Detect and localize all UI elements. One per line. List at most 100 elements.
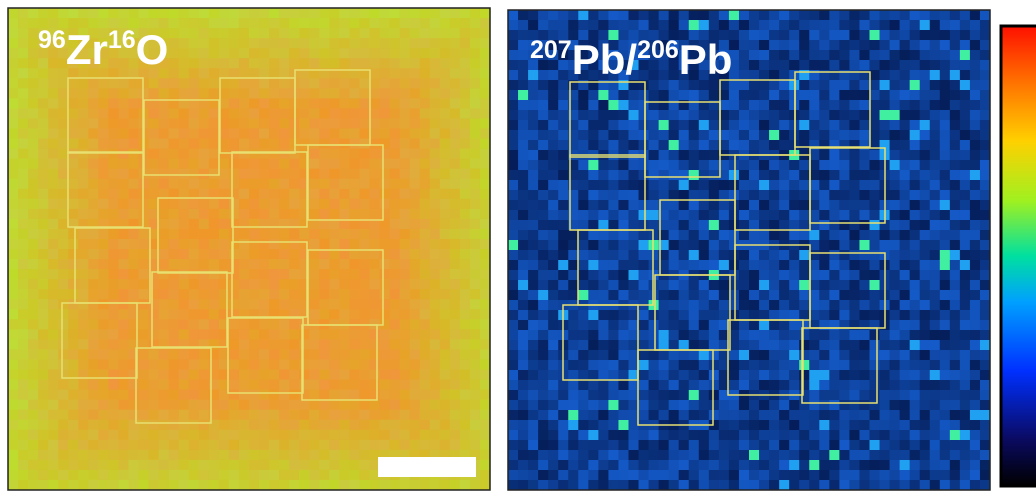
- pixel: [28, 169, 39, 180]
- pixel: [28, 390, 39, 401]
- pixel: [568, 290, 579, 301]
- pixel: [18, 118, 29, 129]
- pixel: [380, 199, 391, 210]
- pixel: [940, 280, 951, 291]
- pixel: [279, 169, 290, 180]
- pixel: [849, 30, 860, 41]
- pixel: [38, 259, 49, 270]
- pixel: [588, 420, 599, 431]
- pixel: [568, 260, 579, 271]
- pixel: [410, 18, 421, 29]
- pixel: [558, 190, 569, 201]
- pixel: [578, 440, 589, 451]
- pixel: [689, 430, 700, 441]
- pixel: [189, 309, 200, 320]
- pixel: [970, 250, 981, 261]
- pixel: [578, 480, 589, 491]
- pixel: [420, 339, 431, 350]
- pixel: [118, 440, 129, 451]
- pixel: [920, 100, 931, 111]
- pixel: [349, 48, 360, 59]
- pixel: [450, 209, 461, 220]
- pixel: [950, 60, 961, 71]
- pixel: [349, 169, 360, 180]
- pixel: [930, 120, 941, 131]
- pixel: [78, 199, 89, 210]
- pixel: [709, 20, 720, 31]
- pixel: [839, 260, 850, 271]
- pixel: [920, 300, 931, 311]
- pixel: [279, 48, 290, 59]
- pixel: [940, 90, 951, 101]
- pixel: [689, 310, 700, 321]
- pixel: [199, 48, 210, 59]
- panel-label: 96Zr16O: [38, 28, 168, 71]
- pixel: [578, 220, 589, 231]
- pixel: [538, 90, 549, 101]
- pixel: [940, 400, 951, 411]
- pixel: [779, 270, 790, 281]
- pixel: [38, 229, 49, 240]
- pixel: [289, 420, 300, 431]
- pixel: [558, 390, 569, 401]
- pixel: [588, 210, 599, 221]
- pixel: [809, 160, 820, 171]
- pixel: [940, 440, 951, 451]
- pixel: [809, 80, 820, 91]
- pixel: [460, 209, 471, 220]
- pixel: [839, 30, 850, 41]
- pixel: [518, 480, 529, 491]
- pixel: [930, 210, 941, 221]
- pixel: [199, 239, 210, 250]
- pixel: [739, 60, 750, 71]
- pixel: [199, 58, 210, 69]
- pixel: [249, 380, 260, 391]
- pixel: [649, 350, 660, 361]
- pixel: [38, 339, 49, 350]
- pixel: [639, 200, 650, 211]
- pixel: [98, 289, 109, 300]
- pixel: [249, 299, 260, 310]
- pixel: [799, 190, 810, 201]
- pixel: [759, 460, 770, 471]
- pixel: [649, 230, 660, 241]
- pixel: [518, 320, 529, 331]
- pixel: [940, 10, 951, 21]
- pixel: [450, 18, 461, 29]
- pixel: [679, 210, 690, 221]
- pixel: [518, 200, 529, 211]
- pixel: [719, 430, 730, 441]
- pixel: [980, 260, 991, 271]
- pixel: [410, 410, 421, 421]
- pixel: [588, 160, 599, 171]
- pixel: [279, 88, 290, 99]
- pixel: [279, 209, 290, 220]
- pixel: [68, 420, 79, 431]
- pixel: [829, 120, 840, 131]
- pixel: [910, 20, 921, 31]
- pixel: [890, 60, 901, 71]
- pixel: [480, 289, 491, 300]
- pixel: [538, 320, 549, 331]
- pixel: [548, 370, 559, 381]
- pixel: [159, 410, 170, 421]
- pixel: [779, 190, 790, 201]
- pixel: [229, 339, 240, 350]
- pixel: [819, 10, 830, 21]
- pixel: [789, 350, 800, 361]
- pixel: [450, 239, 461, 250]
- pixel: [829, 370, 840, 381]
- pixel: [18, 88, 29, 99]
- pixel: [859, 330, 870, 341]
- pixel: [709, 360, 720, 371]
- pixel: [829, 440, 840, 451]
- pixel: [598, 20, 609, 31]
- pixel: [749, 450, 760, 461]
- pixel: [18, 18, 29, 29]
- pixel: [108, 349, 119, 360]
- pixel: [460, 229, 471, 240]
- pixel: [48, 139, 59, 150]
- pixel: [769, 380, 780, 391]
- pixel: [639, 210, 650, 221]
- pixel: [189, 480, 200, 491]
